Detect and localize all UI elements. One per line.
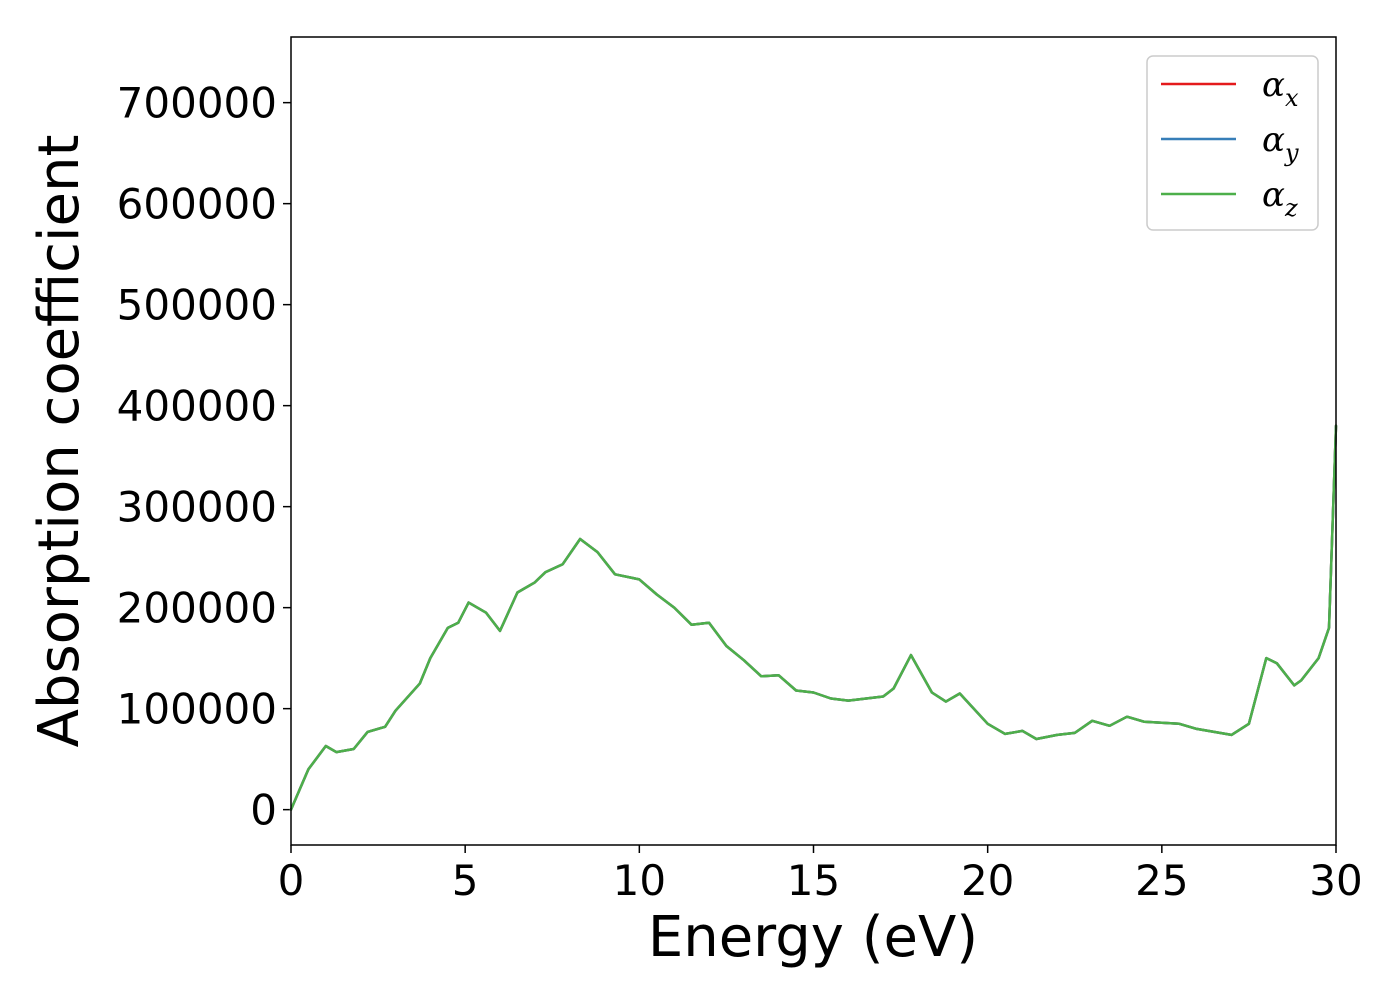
- y-tick-label: 300000: [117, 483, 277, 532]
- legend-label-subscript: z: [1284, 194, 1298, 222]
- series-line-alpha-z: [289, 424, 1338, 811]
- x-tick-label: 30: [1309, 856, 1362, 905]
- legend-label-symbol: α: [1262, 175, 1285, 215]
- x-tick-label: 20: [961, 856, 1014, 905]
- x-tick-label: 10: [613, 856, 666, 905]
- y-tick-label: 200000: [117, 584, 277, 633]
- y-tick-label: 400000: [117, 382, 277, 431]
- series-line-alpha-y: [289, 424, 1338, 811]
- x-tick-label: 0: [278, 856, 305, 905]
- series-line-alpha-x: [289, 424, 1338, 811]
- legend-label-subscript: y: [1284, 139, 1299, 167]
- y-tick-label: 100000: [117, 685, 277, 734]
- x-tick-label: 25: [1135, 856, 1188, 905]
- y-tick-label: 600000: [117, 180, 277, 229]
- legend-box: [1146, 55, 1319, 231]
- x-tick-label: 5: [452, 856, 479, 905]
- y-tick-label: 500000: [117, 281, 277, 330]
- series-layer: [289, 424, 1338, 811]
- legend-label-symbol: α: [1262, 120, 1285, 160]
- x-axis-label: Energy (eV): [648, 905, 978, 970]
- plot-frame: [290, 36, 1337, 846]
- x-tick-label: 15: [787, 856, 840, 905]
- legend-label-subscript: x: [1285, 84, 1299, 112]
- y-tick-label: 700000: [117, 79, 277, 128]
- legend-label-alpha-x: αx: [1262, 65, 1299, 112]
- legend-label-alpha-z: αz: [1262, 175, 1298, 222]
- y-tick-label: 0: [250, 786, 277, 835]
- legend-label-alpha-y: αy: [1262, 120, 1299, 167]
- y-axis-label: Absorption coefficient: [27, 135, 92, 748]
- legend-label-symbol: α: [1262, 65, 1285, 105]
- axes-layer: 0 5 10 15 20 25 30 0 100000 200000 300000 400000 500…: [117, 79, 1363, 905]
